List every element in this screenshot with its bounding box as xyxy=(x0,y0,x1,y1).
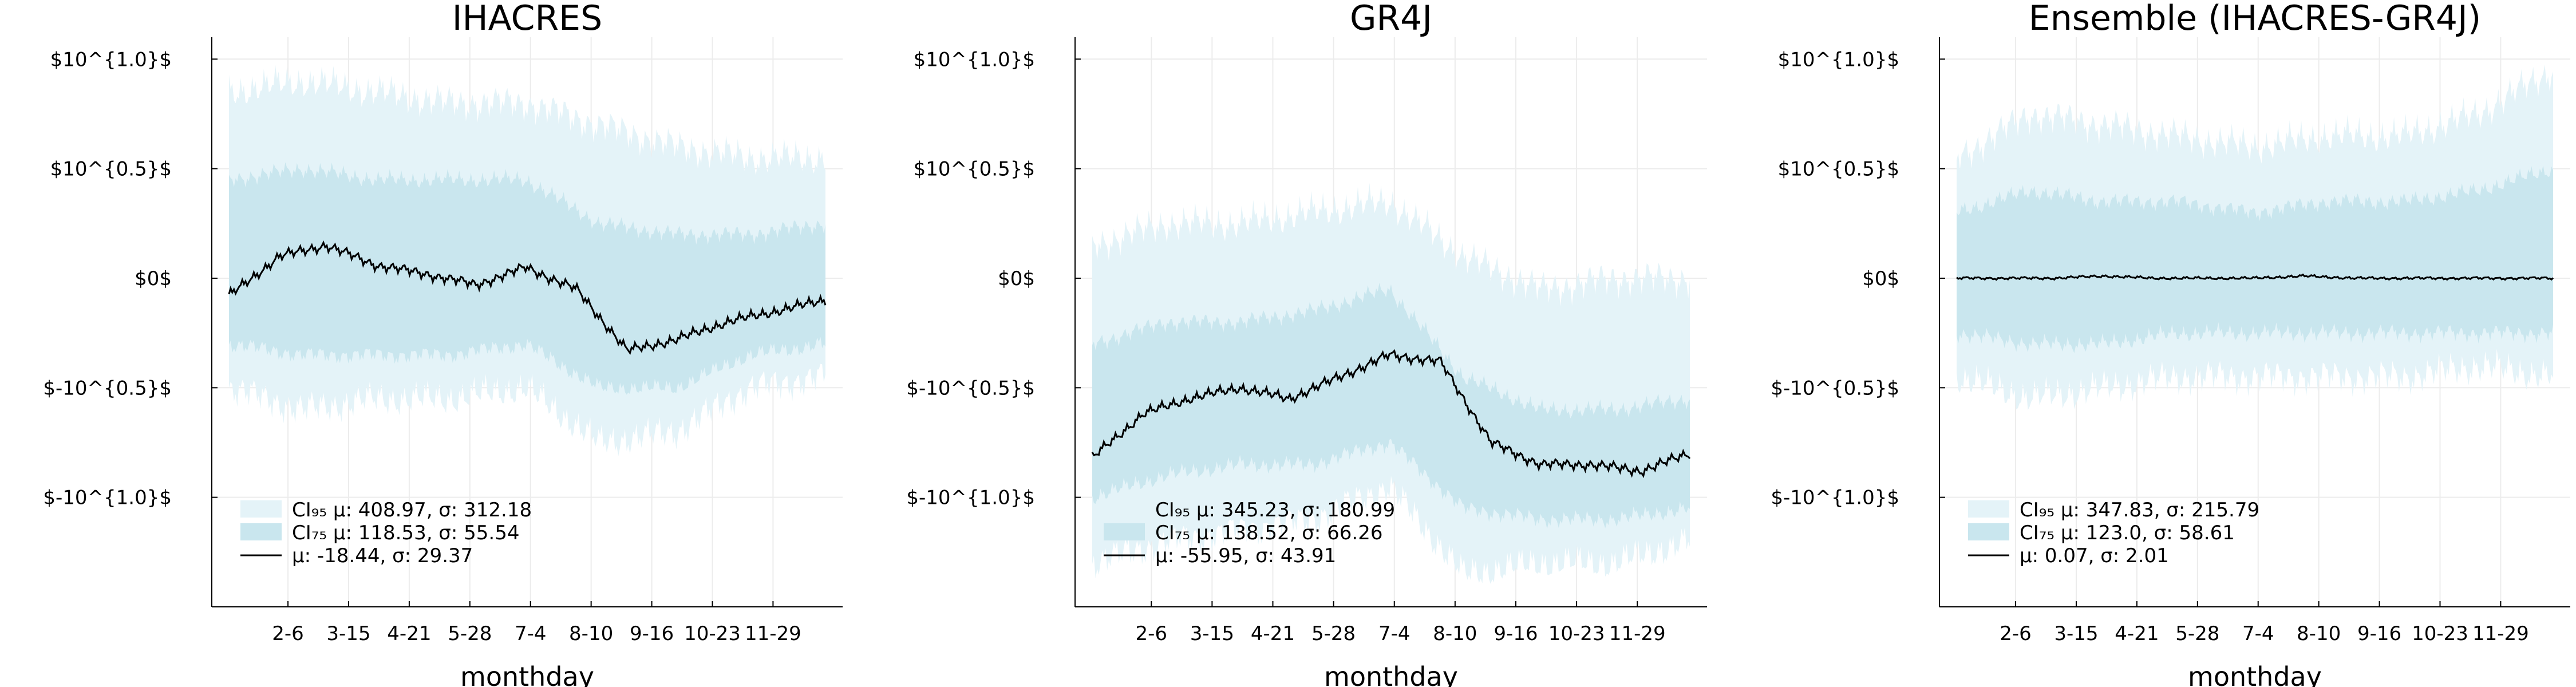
x-tick-label: 10-23 xyxy=(2412,622,2468,645)
x-tick-label: 7-4 xyxy=(1378,622,1411,645)
chart-title: IHACRES xyxy=(452,0,602,38)
y-tick-label: $10^{0.5}$ xyxy=(914,158,1035,181)
x-tick-label: 8-10 xyxy=(2297,622,2341,645)
chart-title: Ensemble (IHACRES-GR4J) xyxy=(2029,0,2481,38)
chart-panel-3: $10^{1.0}$ $10^{0.5}$ $0$ $-10^{0.5}$ $-10^{… xyxy=(1771,0,2570,687)
x-tick-label: 5-28 xyxy=(448,622,492,645)
y-tick-label: $-10^{0.5}$ xyxy=(906,377,1035,400)
legend-label: μ: -18.44, σ: 29.37 xyxy=(292,544,473,567)
legend-swatch xyxy=(1104,500,1145,518)
mean-line xyxy=(1956,273,2554,281)
legend-label: CI₉₅ μ: 408.97, σ: 312.18 xyxy=(292,499,532,522)
x-tick-label: 5-28 xyxy=(2175,622,2219,645)
ci-band-75 xyxy=(1957,165,2553,353)
x-tick-label: 4-21 xyxy=(387,622,431,645)
x-tick-label: 3-15 xyxy=(2054,622,2098,645)
legend-swatch xyxy=(240,523,282,540)
x-tick-label: 4-21 xyxy=(2115,622,2159,645)
x-tick-label: 9-16 xyxy=(630,622,674,645)
y-tick-label: $-10^{0.5}$ xyxy=(43,377,172,400)
x-tick-label: 8-10 xyxy=(1433,622,1477,645)
legend-label: CI₇₅ μ: 138.52, σ: 66.26 xyxy=(1155,522,1382,544)
x-tick-label: 11-29 xyxy=(745,622,801,645)
y-tick-label: $-10^{1.0}$ xyxy=(906,487,1035,510)
y-tick-label: $-10^{0.5}$ xyxy=(1771,377,1899,400)
x-tick-label: 5-28 xyxy=(1311,622,1356,645)
x-axis-label: monthday xyxy=(460,661,594,687)
x-tick-label: 2-6 xyxy=(272,622,304,645)
legend-label: CI₉₅ μ: 347.83, σ: 215.79 xyxy=(2020,499,2259,522)
legend-label: CI₇₅ μ: 118.53, σ: 55.54 xyxy=(292,522,519,544)
legend-swatch xyxy=(1968,523,2009,540)
x-tick-label: 4-21 xyxy=(1251,622,1295,645)
x-axis-label: monthday xyxy=(2188,661,2322,687)
x-tick-label: 9-16 xyxy=(1494,622,1538,645)
y-tick-label: $-10^{1.0}$ xyxy=(43,487,172,510)
y-tick-label: $10^{0.5}$ xyxy=(1778,158,1899,181)
y-tick-label: $10^{1.0}$ xyxy=(1778,48,1899,71)
ci-band-75 xyxy=(1092,282,1690,529)
y-tick-label: $10^{1.0}$ xyxy=(914,48,1035,71)
mean-line xyxy=(228,240,827,356)
y-tick-label: $-10^{1.0}$ xyxy=(1771,487,1899,510)
ci-band-75 xyxy=(229,162,825,395)
chart-panel-1: $10^{1.0}$ $10^{0.5}$ $0$ $-10^{0.5}$ $-10^{… xyxy=(43,0,843,687)
x-tick-label: 7-4 xyxy=(2242,622,2274,645)
y-tick-label: $0$ xyxy=(135,267,172,290)
x-axis-label: monthday xyxy=(1324,661,1458,687)
legend-swatch xyxy=(240,500,282,518)
x-tick-label: 11-29 xyxy=(1609,622,1666,645)
y-tick-label: $10^{0.5}$ xyxy=(50,158,172,181)
legend-swatch xyxy=(1104,523,1145,540)
legend-swatch xyxy=(1968,500,2009,518)
y-tick-label: $10^{1.0}$ xyxy=(50,48,172,71)
chart-title: GR4J xyxy=(1350,0,1432,38)
y-tick-label: $0$ xyxy=(1862,267,1899,290)
y-tick-label: $0$ xyxy=(998,267,1035,290)
mean-line xyxy=(1091,349,1691,479)
x-tick-label: 11-29 xyxy=(2472,622,2529,645)
legend-label: CI₇₅ μ: 123.0, σ: 58.61 xyxy=(2020,522,2235,544)
chart-panel-2: $10^{1.0}$ $10^{0.5}$ $0$ $-10^{0.5}$ $-10^{… xyxy=(906,0,1707,687)
x-tick-label: 10-23 xyxy=(684,622,741,645)
legend-label: CI₉₅ μ: 345.23, σ: 180.99 xyxy=(1155,499,1395,522)
x-tick-label: 2-6 xyxy=(2000,622,2032,645)
x-tick-label: 7-4 xyxy=(515,622,547,645)
x-tick-label: 2-6 xyxy=(1135,622,1167,645)
legend-label: μ: 0.07, σ: 2.01 xyxy=(2020,544,2169,567)
legend-label: μ: -55.95, σ: 43.91 xyxy=(1155,544,1336,567)
x-tick-label: 3-15 xyxy=(326,622,370,645)
x-tick-label: 9-16 xyxy=(2357,622,2401,645)
x-tick-label: 3-15 xyxy=(1190,622,1234,645)
x-tick-label: 8-10 xyxy=(569,622,613,645)
x-tick-label: 10-23 xyxy=(1548,622,1605,645)
